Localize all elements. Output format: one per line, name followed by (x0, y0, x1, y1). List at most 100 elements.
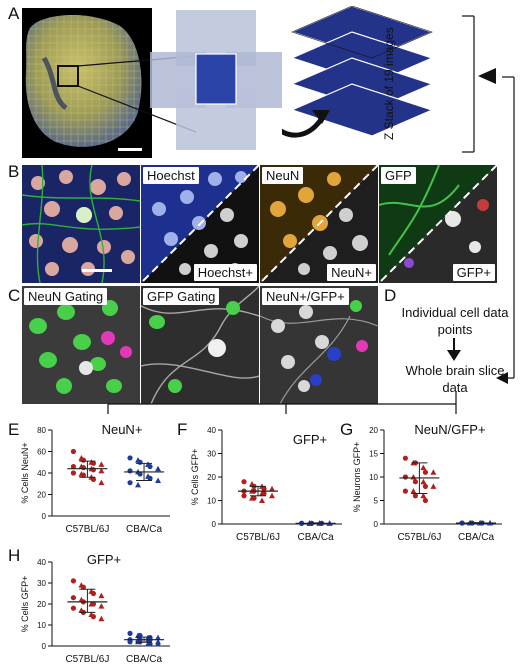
chart-e-point-1-6 (127, 468, 133, 474)
chart-g-point-0-14 (412, 493, 418, 499)
neun-gfp-cells (260, 300, 378, 404)
panel-b-tile-neun: NeuN NeuN+ (260, 165, 378, 283)
chart-g-tick-label-2: 10 (369, 473, 378, 482)
chart-h-point-1-12 (127, 639, 133, 645)
chart-h-point-0-0 (70, 578, 76, 584)
chart-g-point-0-13 (410, 488, 417, 494)
chart-g-tick-label-3: 15 (369, 450, 378, 459)
chart-e-point-0-14 (80, 472, 86, 478)
chart-f-point-0-12 (241, 493, 247, 499)
chart-f-point-0-11 (269, 492, 275, 499)
chart-e-category-0: C57BL/6J (65, 524, 109, 535)
chart-e-point-0-16 (90, 476, 96, 483)
panel-label-a: A (8, 4, 20, 23)
chart-e-point-1-2 (137, 459, 143, 465)
panel-label-h: H (8, 546, 21, 565)
chart-e-ylabel: % Cells NeuN+ (20, 442, 30, 503)
chart-g-point-0-4 (422, 469, 428, 475)
chart-f-ylabel: % Cells GFP+ (190, 449, 200, 506)
d-step-whole-brain: Whole brain slice data (405, 363, 505, 395)
chart-e-point-0-17 (98, 479, 105, 486)
chart-e-point-0-10 (90, 467, 96, 473)
chart-h-point-0-17 (98, 615, 105, 622)
chart-e-point-0-8 (80, 465, 86, 471)
chart-f-tick-label-2: 20 (207, 473, 216, 482)
neun-label: NeuN (262, 167, 304, 184)
chart-e-point-0-0 (70, 448, 76, 455)
gfp-label: GFP (381, 167, 416, 184)
chart-g-ylabel: % Neurons GFP+ (352, 442, 362, 513)
chart-e-point-1-8 (137, 471, 143, 477)
down-arrow-icon (447, 338, 461, 361)
gfp-gating-cells (141, 286, 259, 404)
chart-g-point-0-11 (430, 483, 437, 489)
chart-e-point-1-12 (127, 480, 133, 486)
neun-gating-cells (29, 300, 132, 394)
chart-h-point-0-6 (70, 595, 76, 601)
chart-f-tick-label-4: 40 (207, 426, 216, 435)
chart-g-point-0-3 (420, 464, 427, 471)
chart-g-tick-label-4: 20 (369, 426, 378, 435)
chart-g-tick-label-1: 5 (374, 497, 379, 506)
chart-h-category-1: CBA/Ca (126, 654, 163, 664)
chart-h-point-1-5 (155, 634, 162, 641)
chart-e-point-0-4 (90, 460, 96, 466)
chart-h-tick-label-1: 10 (37, 621, 46, 630)
chart-h-point-1-17 (155, 640, 162, 647)
chart-e-point-0-11 (98, 467, 105, 474)
chart-e-point-0-12 (70, 470, 76, 476)
chart-e-tick-label-4: 80 (37, 426, 46, 435)
chart-h-point-1-0 (127, 630, 133, 637)
hoechst-label: Hoechst (143, 167, 199, 184)
chart-g-point-0-0 (402, 455, 408, 461)
gfp-cells (379, 165, 497, 283)
chart-g-point-0-15 (420, 492, 427, 499)
panel-label-c: C (8, 286, 21, 305)
panel-b-tile-gfp: GFP GFP+ (379, 165, 497, 283)
chart-h-tick-label-2: 20 (37, 600, 46, 609)
chart-e-point-0-5 (98, 461, 105, 467)
neun-cells (260, 165, 378, 283)
panel-label-d: D (384, 286, 397, 305)
chart-f-tick-label-1: 10 (207, 497, 216, 506)
tile-mosaic (150, 10, 282, 150)
chart-f-point-0-0 (241, 479, 247, 485)
panel-label-e: E (8, 420, 20, 439)
curved-arrow (282, 116, 325, 138)
panel-c-tile-neun-gating: NeuN Gating (22, 286, 140, 404)
chart-h-tick-label-0: 0 (42, 642, 47, 651)
chart-e-point-1-13 (135, 481, 142, 488)
chart-g-title: NeuN/GFP+ (414, 422, 485, 437)
chart-f-point-0-10 (261, 490, 267, 497)
chart-g-point-0-6 (402, 474, 408, 480)
chart-e-tick-label-0: 0 (42, 512, 47, 521)
chart-e-point-1-11 (155, 477, 162, 484)
chart-e-point-1-5 (155, 465, 162, 472)
chart-g-tick-label-0: 0 (374, 520, 379, 529)
chart-e-point-1-4 (147, 463, 153, 470)
chart-e-point-1-0 (127, 455, 133, 461)
chart-e-tick-label-1: 20 (37, 491, 46, 500)
panel-label-b: B (8, 162, 20, 181)
z-stack-drawing (282, 6, 496, 153)
tile-mosaic-drawing (150, 10, 282, 150)
chart-e-category-1: CBA/Ca (126, 524, 163, 535)
chart-f-point-0-14 (251, 495, 257, 501)
chart-f-category-1: CBA/Ca (298, 532, 335, 543)
panel-c-tile-gfp-gating: GFP Gating (141, 286, 259, 404)
panel-label-f: F (177, 420, 188, 439)
chart-e-tick-label-2: 40 (37, 469, 46, 478)
chart-h-tick-label-3: 30 (37, 579, 46, 588)
chart-g-category-0: C57BL/6J (397, 532, 441, 543)
chart-h-point-0-12 (70, 605, 76, 611)
chart-h-title: GFP+ (87, 552, 121, 567)
chart-f-point-0-4 (261, 486, 267, 492)
chart-h-point-0-2 (80, 584, 86, 590)
chart-g-point-0-9 (420, 478, 427, 485)
brain-slice-drawing (25, 14, 142, 151)
chart-f-tick-label-0: 0 (212, 520, 217, 529)
chart-h-point-0-5 (98, 592, 105, 599)
neun-gating-label: NeuN Gating (24, 288, 108, 305)
gfp-positive-label: GFP+ (452, 264, 495, 281)
neun-positive-label: NeuN+ (327, 264, 376, 281)
